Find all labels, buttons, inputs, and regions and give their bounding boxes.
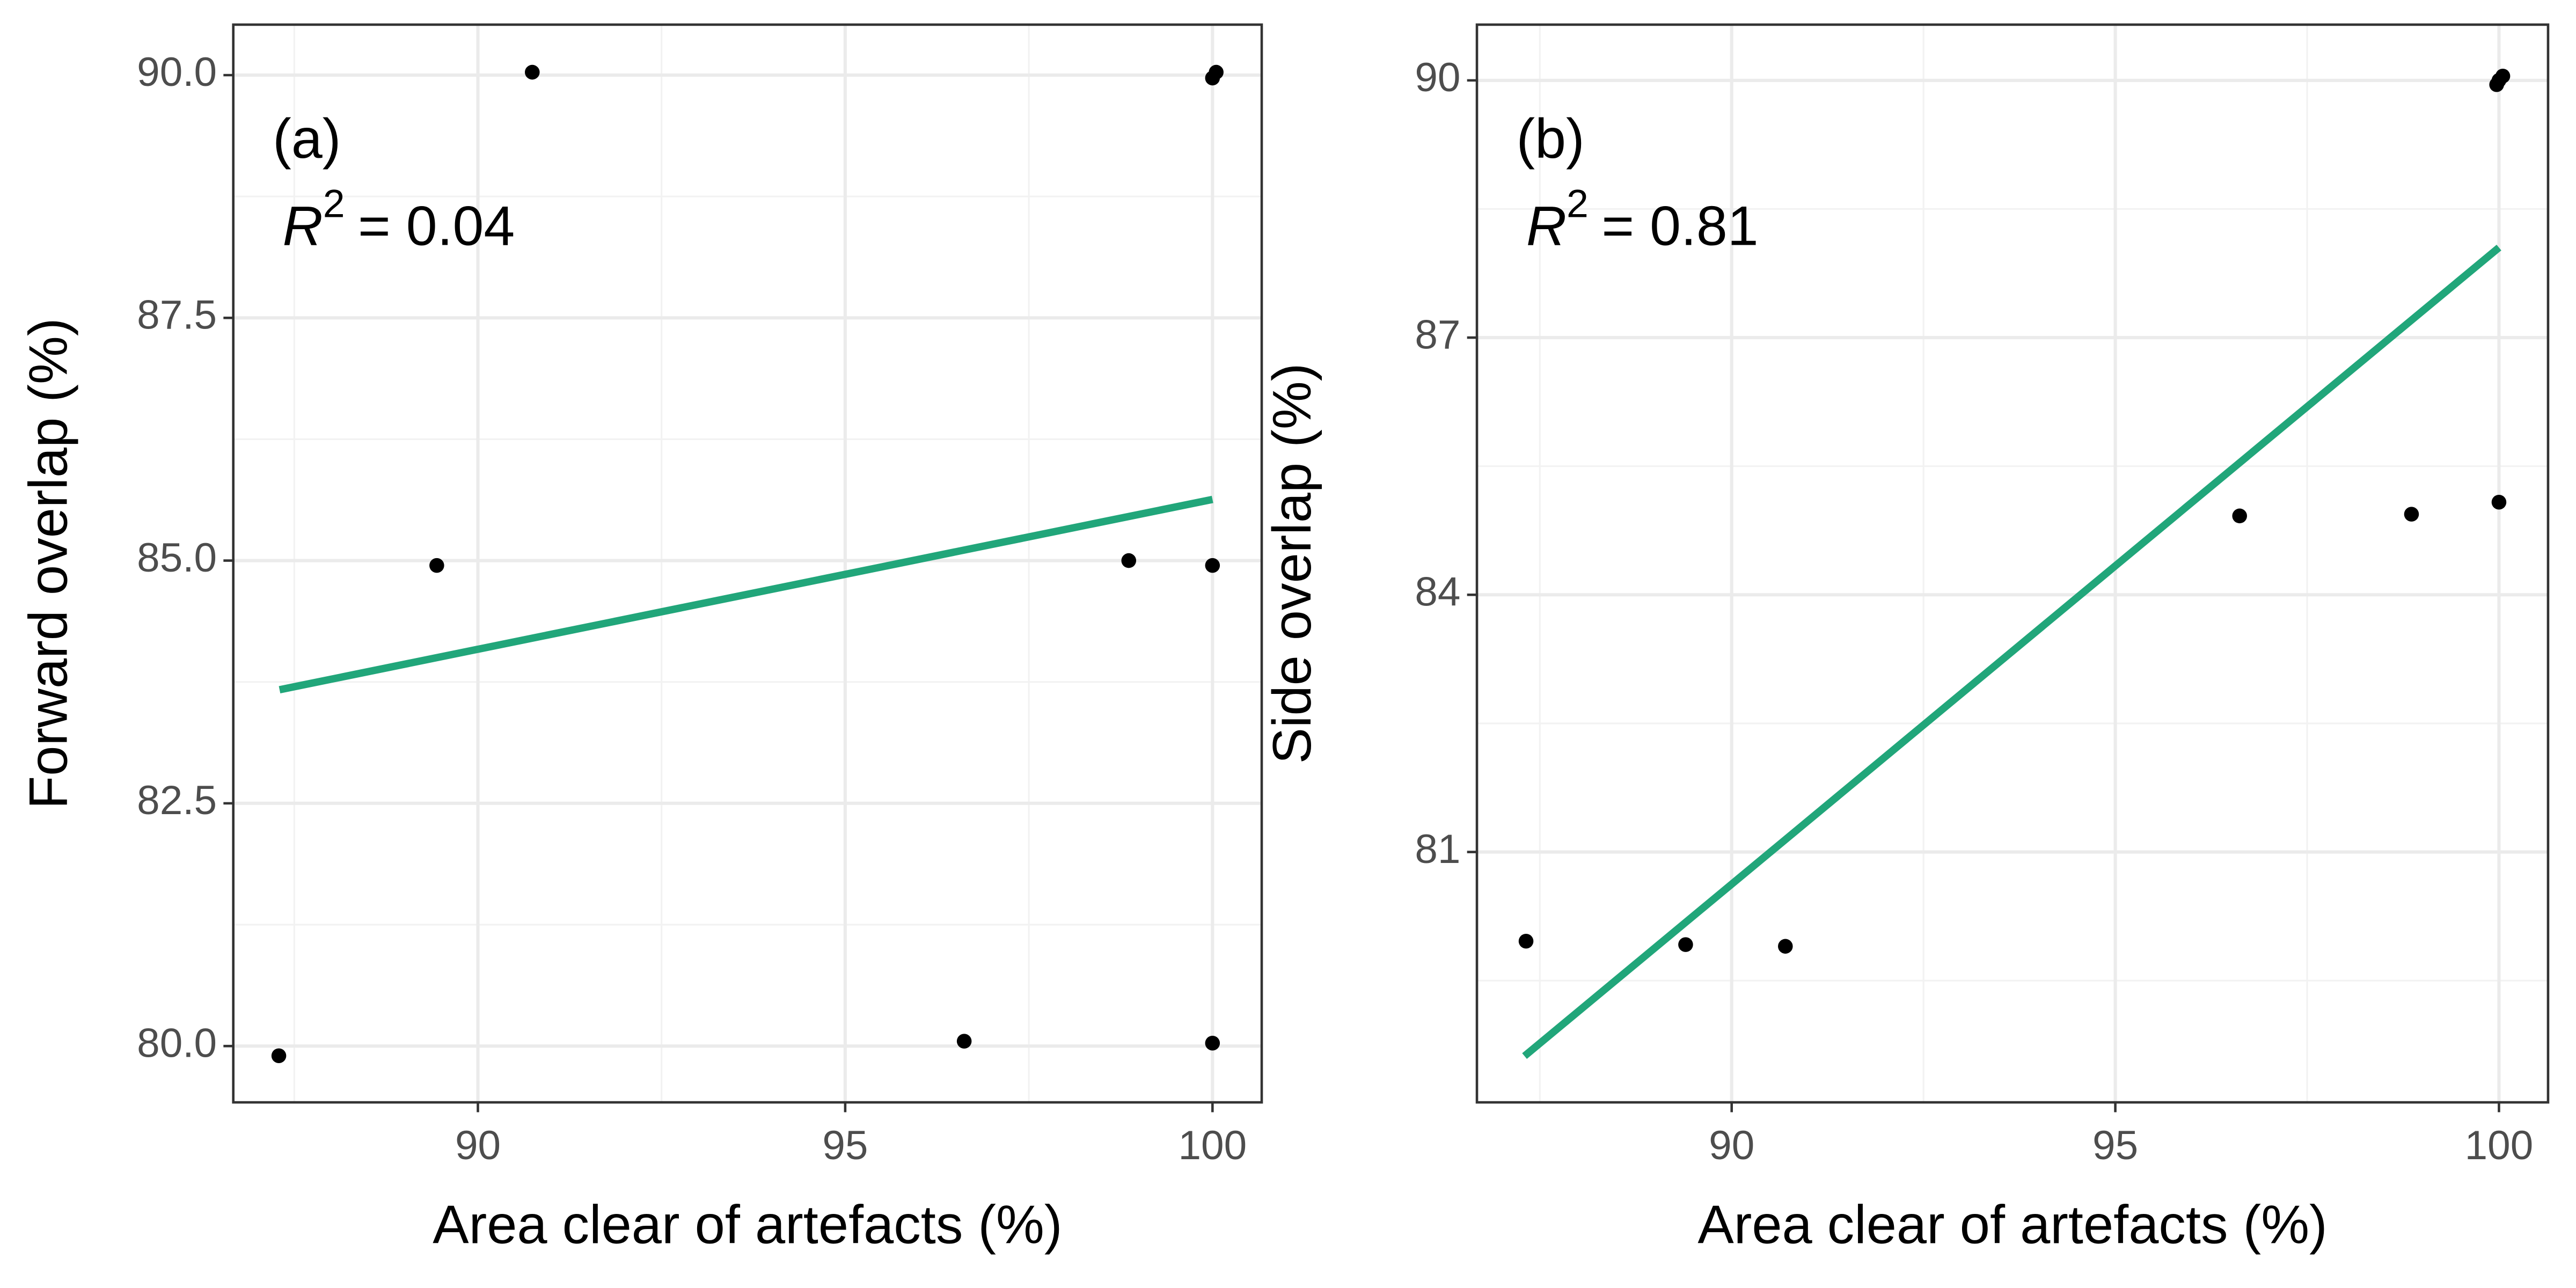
x-tick-label: 100 bbox=[1178, 1123, 1247, 1168]
y-tick-label: 90.0 bbox=[137, 49, 217, 95]
point bbox=[1678, 937, 1693, 952]
y-tick-label: 87 bbox=[1415, 312, 1460, 357]
point bbox=[956, 1034, 972, 1049]
r-symbol: R bbox=[283, 195, 323, 257]
point bbox=[271, 1048, 287, 1064]
fit-line bbox=[279, 495, 1213, 693]
x-tick-label: 90 bbox=[1709, 1123, 1754, 1168]
point bbox=[429, 558, 444, 573]
x-tick-label: 95 bbox=[822, 1123, 868, 1168]
y-tick-label: 85.0 bbox=[137, 535, 217, 581]
x-tick-label: 90 bbox=[455, 1123, 501, 1168]
point bbox=[2232, 508, 2247, 524]
r-squared: R2 = 0.04 bbox=[283, 181, 515, 257]
x-tick-label: 95 bbox=[2092, 1123, 2138, 1168]
y-tick-label: 80.0 bbox=[137, 1020, 217, 1066]
point bbox=[1778, 939, 1793, 954]
panel-label: (b) bbox=[1517, 108, 1585, 170]
point bbox=[1518, 933, 1534, 949]
panel: 90 95 100 80.0 82.5 85.0 87.5 90.0 (a) R2 = 0.04 Ar… bbox=[19, 23, 1263, 1255]
point bbox=[2404, 507, 2419, 522]
point bbox=[1209, 64, 1224, 80]
fit-line bbox=[1522, 244, 2501, 1059]
r-symbol: R bbox=[1526, 195, 1567, 257]
point bbox=[2495, 68, 2511, 84]
r-exponent: 2 bbox=[323, 181, 345, 226]
y-tick-label: 82.5 bbox=[137, 778, 217, 823]
y-axis-title: Forward overlap (%) bbox=[19, 318, 79, 809]
y-tick-label: 84 bbox=[1415, 569, 1460, 615]
plot-border bbox=[1475, 23, 2550, 1104]
plot-background bbox=[233, 24, 1262, 1103]
y-tick-label: 81 bbox=[1415, 826, 1460, 872]
x-axis-title: Area clear of artefacts (%) bbox=[1697, 1195, 2327, 1255]
point bbox=[525, 64, 540, 80]
r-exponent: 2 bbox=[1567, 181, 1589, 226]
panel-label: (a) bbox=[273, 108, 341, 170]
point bbox=[2491, 494, 2507, 510]
r-squared: R2 = 0.81 bbox=[1526, 181, 1759, 257]
y-tick-label: 87.5 bbox=[137, 292, 217, 338]
point bbox=[1121, 553, 1137, 568]
plot-border bbox=[232, 23, 1263, 1104]
panel: 90 95 100 81 84 87 90 (b) R2 = 0.81 Area clear of … bbox=[1262, 23, 2550, 1255]
x-axis-title: Area clear of artefacts (%) bbox=[433, 1195, 1062, 1255]
plot-background bbox=[1477, 24, 2548, 1103]
y-axis-title: Side overlap (%) bbox=[1262, 363, 1322, 764]
r-text: = 0.04 bbox=[358, 195, 515, 257]
point bbox=[1205, 558, 1220, 573]
x-tick-label: 100 bbox=[2465, 1123, 2534, 1168]
point bbox=[1205, 1035, 1220, 1051]
y-tick-label: 90 bbox=[1415, 55, 1460, 100]
r-text: = 0.81 bbox=[1601, 195, 1758, 257]
